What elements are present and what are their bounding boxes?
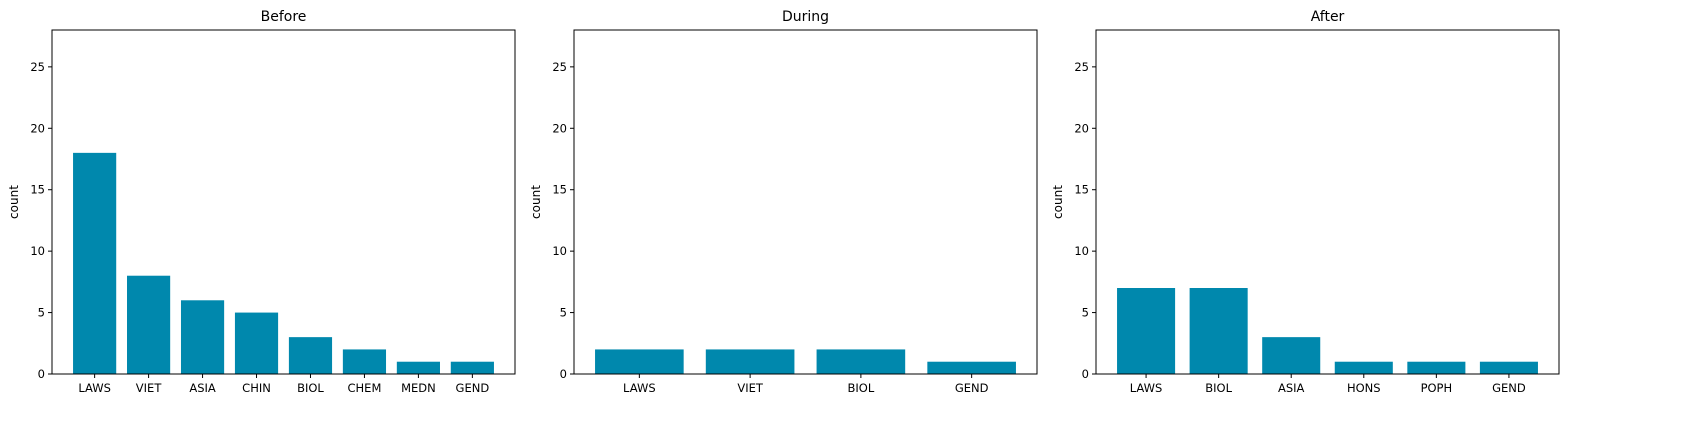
chart-panel-1: 0 5 10 15 20 25 LAWS VIET ASIA CHIN BIOL CHEM MEDN GE… (7, 9, 516, 395)
bar-viet (127, 275, 171, 374)
x-tick-label: GEND (1492, 381, 1526, 395)
plot-frame (573, 29, 1038, 375)
y-tick-label: 0 (560, 367, 567, 381)
x-tick-label: CHIN (242, 381, 271, 395)
bar-hons (1334, 361, 1393, 374)
bar-asia (180, 300, 225, 374)
y-tick-label: 5 (38, 306, 45, 320)
bar-laws (595, 349, 684, 374)
y-tick-label: 15 (30, 183, 45, 197)
bar-medn (396, 361, 440, 374)
bar-gend (1479, 361, 1538, 374)
y-tick-label: 10 (1074, 244, 1089, 258)
y-tick-label: 25 (1074, 60, 1089, 74)
bar-poph (1407, 361, 1466, 374)
x-tick-label: LAWS (1130, 381, 1163, 395)
y-axis-label: count (7, 185, 21, 219)
x-tick-label: VIET (737, 381, 764, 395)
y-axis-label: count (1051, 185, 1065, 219)
bar-asia (1262, 337, 1321, 374)
x-tick-label: ASIA (189, 381, 216, 395)
y-tick-label: 5 (560, 306, 567, 320)
x-tick-label: POPH (1421, 381, 1453, 395)
chart-panel-3: 0 5 10 15 20 25 LAWS BIOL ASIA HONS POPH GEND After c… (1051, 9, 1560, 395)
y-tick-label: 20 (552, 121, 567, 135)
bar-biol (1189, 288, 1248, 374)
x-tick-label: BIOL (297, 381, 324, 395)
x-tick-label: ASIA (1278, 381, 1305, 395)
x-tick-label: VIET (136, 381, 163, 395)
bar-biol (816, 349, 906, 374)
plot-frame (51, 29, 516, 375)
chart-panel-2: 0 5 10 15 20 25 LAWS VIET BIOL GEND During count (529, 9, 1038, 395)
y-axis-label: count (529, 185, 543, 219)
y-tick-label: 5 (1082, 306, 1089, 320)
bar-biol (288, 337, 333, 374)
bar-viet (705, 349, 795, 374)
chart-title: Before (261, 9, 307, 25)
bar-chem (342, 349, 387, 374)
x-tick-label: HONS (1347, 381, 1381, 395)
x-tick-label: CHEM (348, 381, 382, 395)
x-tick-label: GEND (456, 381, 490, 395)
y-tick-label: 15 (552, 183, 567, 197)
y-tick-label: 25 (30, 60, 45, 74)
y-tick-label: 10 (30, 244, 45, 258)
plot-frame (1095, 29, 1560, 375)
bar-gend (450, 361, 494, 374)
x-tick-label: LAWS (78, 381, 111, 395)
bar-chin (234, 312, 279, 374)
y-tick-label: 15 (1074, 183, 1089, 197)
y-tick-label: 0 (1082, 367, 1089, 381)
x-tick-label: LAWS (623, 381, 656, 395)
chart-title: During (782, 9, 829, 25)
y-tick-label: 20 (1074, 121, 1089, 135)
y-tick-label: 25 (552, 60, 567, 74)
bar-laws (73, 152, 117, 374)
bar-laws (1117, 288, 1176, 374)
y-tick-label: 20 (30, 121, 45, 135)
chart-title: After (1311, 9, 1345, 25)
bar-gend (927, 361, 1016, 374)
y-tick-label: 10 (552, 244, 567, 258)
x-tick-label: MEDN (401, 381, 436, 395)
y-tick-label: 0 (38, 367, 45, 381)
x-tick-label: BIOL (848, 381, 875, 395)
x-tick-label: GEND (955, 381, 989, 395)
x-tick-label: BIOL (1205, 381, 1232, 395)
